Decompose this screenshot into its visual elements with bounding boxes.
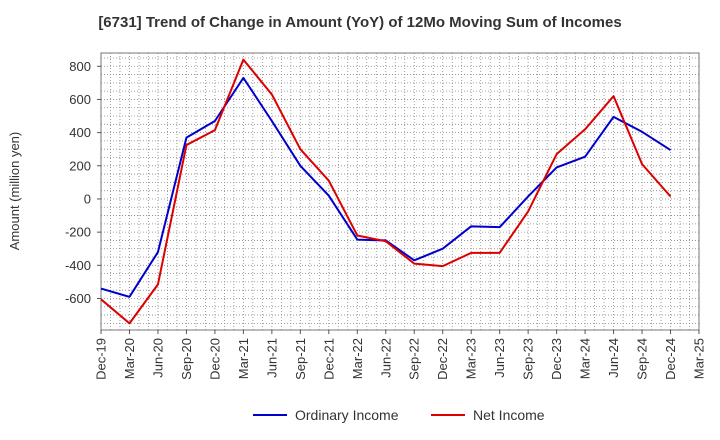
x-tick-label: Dec-20: [207, 338, 222, 380]
plot-background: [101, 53, 699, 330]
y-tick-label: -200: [65, 225, 91, 240]
x-tick-label: Jun-22: [378, 338, 393, 378]
y-tick-label: -400: [65, 258, 91, 273]
x-tick-label: Mar-23: [464, 338, 479, 379]
y-tick-label: 600: [69, 92, 91, 107]
x-tick-label: Dec-19: [94, 338, 109, 380]
y-tick-label: -600: [65, 291, 91, 306]
x-tick-label: Jun-23: [492, 338, 507, 378]
x-tick-label: Dec-21: [321, 338, 336, 380]
y-axis-label: Amount (million yen): [7, 132, 22, 251]
x-tick-label: Sep-22: [407, 338, 422, 380]
y-tick-label: 800: [69, 59, 91, 74]
chart-title: [6731] Trend of Change in Amount (YoY) o…: [98, 14, 622, 31]
x-tick-label: Jun-20: [150, 338, 165, 378]
x-tick-label: Jun-21: [264, 338, 279, 378]
x-tick-label: Dec-24: [663, 338, 678, 380]
legend: Ordinary Income Net Income: [253, 407, 545, 423]
grid-lines: [101, 53, 699, 330]
series-lines: [100, 58, 672, 325]
x-tick-label: Dec-22: [435, 338, 450, 380]
y-axis-ticks: 800 600 400 200 0 -200 -400 -600: [65, 59, 101, 306]
x-axis-ticks: Dec-19 Mar-20 Jun-20 Sep-20 Dec-20 Mar-21 Jun-…: [94, 330, 707, 380]
x-tick-label: Mar-25: [692, 338, 707, 379]
x-tick-label: Mar-20: [122, 338, 137, 379]
x-tick-label: Mar-22: [350, 338, 365, 379]
y-tick-label: 400: [69, 125, 91, 140]
x-tick-label: Jun-24: [606, 338, 621, 378]
series-line-net-income: [100, 58, 672, 325]
x-tick-label: Sep-20: [179, 338, 194, 380]
y-tick-label: 0: [84, 191, 91, 206]
x-tick-label: Dec-23: [549, 338, 564, 380]
legend-label-ordinary-income: Ordinary Income: [295, 407, 399, 423]
x-tick-label: Mar-24: [578, 338, 593, 379]
plot-border: [100, 52, 700, 331]
legend-label-net-income: Net Income: [473, 407, 545, 423]
y-tick-label: 200: [69, 158, 91, 173]
x-tick-label: Sep-21: [293, 338, 308, 380]
x-tick-label: Mar-21: [236, 338, 251, 379]
x-tick-label: Sep-23: [521, 338, 536, 380]
x-tick-label: Sep-24: [635, 338, 650, 380]
